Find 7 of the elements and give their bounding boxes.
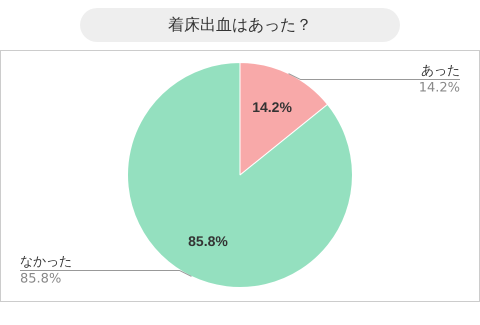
chart-title: 着床出血はあった？: [168, 14, 312, 36]
slice-label: なかった: [20, 254, 72, 270]
text: 85.8%: [20, 271, 62, 286]
data-label: 14.2%: [252, 98, 292, 115]
data-label: 85.8%: [188, 232, 228, 249]
slice-label: あった: [421, 63, 460, 78]
text: 14.2%: [418, 80, 460, 96]
